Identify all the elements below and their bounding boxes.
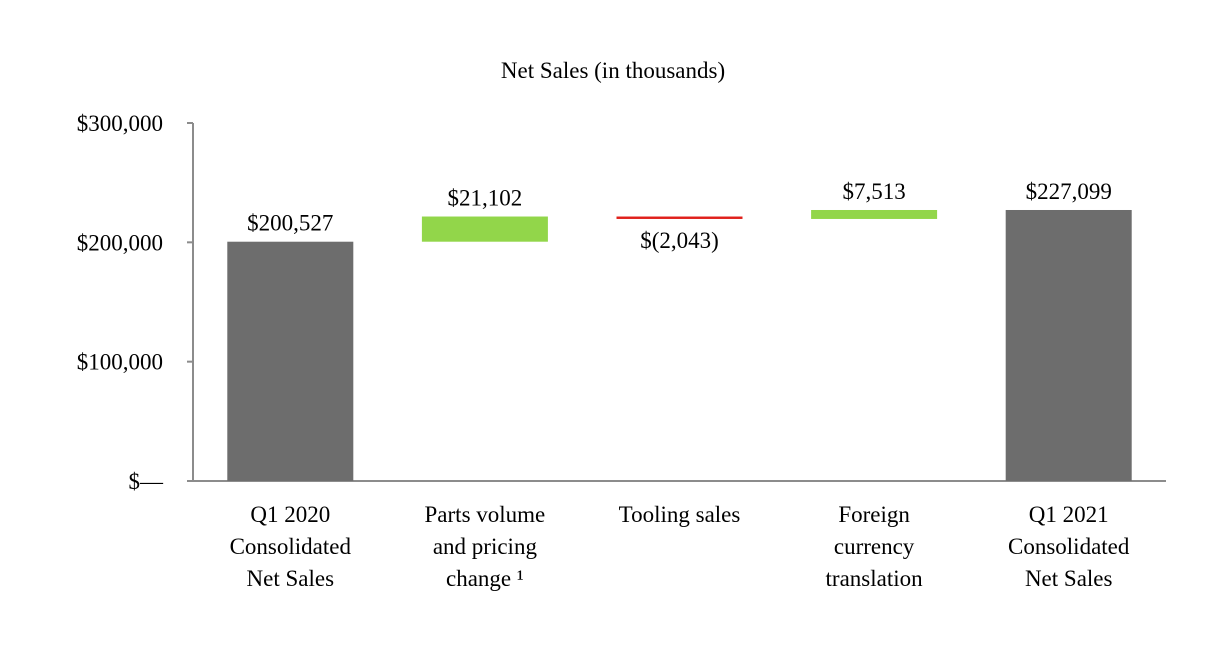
y-tick-label: $— — [129, 469, 165, 494]
y-tick-label: $100,000 — [77, 350, 163, 375]
x-tick-label-line: Net Sales — [1025, 566, 1113, 591]
waterfall-bar — [1005, 209, 1132, 482]
waterfall-bar — [421, 216, 548, 242]
x-tick-label: Parts volume and pricing change ¹ — [425, 502, 546, 591]
x-tick-label: Q1 2021 Consolidated Net Sales — [1008, 502, 1130, 591]
x-tick-label: Q1 2020 Consolidated Net Sales — [230, 502, 352, 591]
data-label: $227,099 — [1026, 179, 1112, 204]
waterfall-bar — [227, 241, 354, 481]
waterfall-bar — [616, 216, 743, 219]
chart-title: Net Sales (in thousands) — [500, 58, 726, 83]
x-tick-label: Tooling sales — [619, 502, 741, 527]
x-tick-label-line: change ¹ — [446, 566, 524, 591]
x-tick-label-line: Consolidated — [1008, 534, 1130, 559]
x-tick-label-line: Q1 2021 — [1029, 502, 1109, 527]
x-tick-label-line: translation — [826, 566, 924, 591]
y-tick-label: $300,000 — [77, 111, 163, 136]
x-tick-label-line: Net Sales — [247, 566, 335, 591]
x-tick-label: Foreign currency translation — [826, 502, 924, 591]
x-tick-label-line: Q1 2020 — [250, 502, 330, 527]
x-tick-label-line: Parts volume — [425, 502, 546, 527]
x-tick-label-line: Tooling sales — [619, 502, 741, 527]
y-tick-label: $200,000 — [77, 230, 163, 255]
x-tick-label-line: currency — [834, 534, 915, 559]
x-tick-label-line: and pricing — [433, 534, 538, 559]
waterfall-bar — [811, 209, 938, 219]
x-tick-label-line: Consolidated — [230, 534, 352, 559]
data-label: $200,527 — [247, 211, 333, 236]
x-tick-label-line: Foreign — [838, 502, 910, 527]
data-label: $7,513 — [842, 179, 905, 204]
data-label: $(2,043) — [640, 228, 719, 253]
data-label: $21,102 — [448, 186, 523, 211]
